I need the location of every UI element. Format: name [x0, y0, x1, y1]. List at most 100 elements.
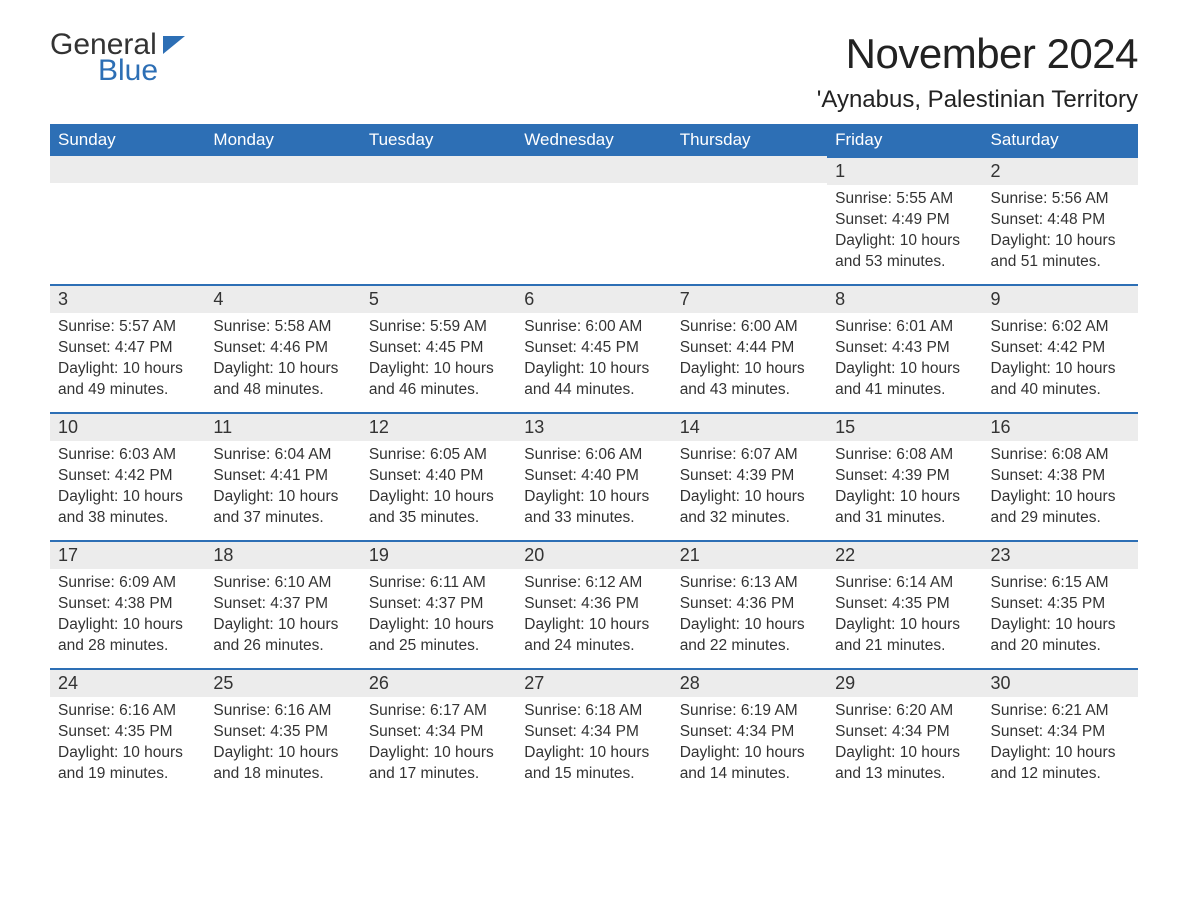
- day-number: 4: [205, 284, 360, 313]
- day-body: Sunrise: 5:55 AMSunset: 4:49 PMDaylight:…: [827, 185, 982, 281]
- day-body: Sunrise: 6:17 AMSunset: 4:34 PMDaylight:…: [361, 697, 516, 793]
- day-number: 27: [516, 668, 671, 697]
- day-number: 10: [50, 412, 205, 441]
- calendar-day-cell: [361, 156, 516, 284]
- calendar-day-cell: 29Sunrise: 6:20 AMSunset: 4:34 PMDayligh…: [827, 668, 982, 796]
- calendar-week-row: 3Sunrise: 5:57 AMSunset: 4:47 PMDaylight…: [50, 284, 1138, 412]
- sunset-text: Sunset: 4:43 PM: [835, 338, 974, 359]
- sunrise-text: Sunrise: 6:21 AM: [991, 701, 1130, 722]
- daylight-text: Daylight: 10 hours and 14 minutes.: [680, 743, 819, 785]
- day-number: 5: [361, 284, 516, 313]
- sunset-text: Sunset: 4:42 PM: [58, 466, 197, 487]
- sunset-text: Sunset: 4:42 PM: [991, 338, 1130, 359]
- calendar-day-cell: 26Sunrise: 6:17 AMSunset: 4:34 PMDayligh…: [361, 668, 516, 796]
- day-body: Sunrise: 5:59 AMSunset: 4:45 PMDaylight:…: [361, 313, 516, 409]
- day-body: Sunrise: 6:20 AMSunset: 4:34 PMDaylight:…: [827, 697, 982, 793]
- sunset-text: Sunset: 4:40 PM: [369, 466, 508, 487]
- sunrise-text: Sunrise: 6:02 AM: [991, 317, 1130, 338]
- day-number: [50, 156, 205, 183]
- sunrise-text: Sunrise: 6:18 AM: [524, 701, 663, 722]
- daylight-text: Daylight: 10 hours and 15 minutes.: [524, 743, 663, 785]
- sunset-text: Sunset: 4:36 PM: [680, 594, 819, 615]
- day-number: 15: [827, 412, 982, 441]
- day-number: 24: [50, 668, 205, 697]
- daylight-text: Daylight: 10 hours and 25 minutes.: [369, 615, 508, 657]
- sunrise-text: Sunrise: 6:07 AM: [680, 445, 819, 466]
- day-number: 29: [827, 668, 982, 697]
- page-title: November 2024: [817, 30, 1138, 78]
- sunset-text: Sunset: 4:47 PM: [58, 338, 197, 359]
- calendar-day-cell: 25Sunrise: 6:16 AMSunset: 4:35 PMDayligh…: [205, 668, 360, 796]
- daylight-text: Daylight: 10 hours and 17 minutes.: [369, 743, 508, 785]
- sunset-text: Sunset: 4:38 PM: [991, 466, 1130, 487]
- weekday-header: Saturday: [983, 124, 1138, 156]
- sunrise-text: Sunrise: 6:03 AM: [58, 445, 197, 466]
- sunset-text: Sunset: 4:34 PM: [835, 722, 974, 743]
- day-body: Sunrise: 6:06 AMSunset: 4:40 PMDaylight:…: [516, 441, 671, 537]
- weekday-header: Sunday: [50, 124, 205, 156]
- daylight-text: Daylight: 10 hours and 31 minutes.: [835, 487, 974, 529]
- daylight-text: Daylight: 10 hours and 28 minutes.: [58, 615, 197, 657]
- daylight-text: Daylight: 10 hours and 49 minutes.: [58, 359, 197, 401]
- calendar-day-cell: 6Sunrise: 6:00 AMSunset: 4:45 PMDaylight…: [516, 284, 671, 412]
- sunset-text: Sunset: 4:38 PM: [58, 594, 197, 615]
- logo: General Blue: [50, 30, 185, 86]
- sunset-text: Sunset: 4:46 PM: [213, 338, 352, 359]
- sunrise-text: Sunrise: 5:55 AM: [835, 189, 974, 210]
- day-number: [672, 156, 827, 183]
- daylight-text: Daylight: 10 hours and 29 minutes.: [991, 487, 1130, 529]
- sunset-text: Sunset: 4:34 PM: [369, 722, 508, 743]
- calendar-day-cell: 19Sunrise: 6:11 AMSunset: 4:37 PMDayligh…: [361, 540, 516, 668]
- daylight-text: Daylight: 10 hours and 26 minutes.: [213, 615, 352, 657]
- calendar-day-cell: 17Sunrise: 6:09 AMSunset: 4:38 PMDayligh…: [50, 540, 205, 668]
- header: General Blue November 2024 'Aynabus, Pal…: [50, 30, 1138, 114]
- day-number: 9: [983, 284, 1138, 313]
- day-body: [361, 183, 516, 273]
- sunset-text: Sunset: 4:48 PM: [991, 210, 1130, 231]
- calendar-day-cell: [50, 156, 205, 284]
- sunrise-text: Sunrise: 6:17 AM: [369, 701, 508, 722]
- day-body: Sunrise: 6:19 AMSunset: 4:34 PMDaylight:…: [672, 697, 827, 793]
- calendar-day-cell: 8Sunrise: 6:01 AMSunset: 4:43 PMDaylight…: [827, 284, 982, 412]
- day-body: Sunrise: 6:18 AMSunset: 4:34 PMDaylight:…: [516, 697, 671, 793]
- day-number: 22: [827, 540, 982, 569]
- calendar-header-row: SundayMondayTuesdayWednesdayThursdayFrid…: [50, 124, 1138, 156]
- day-body: Sunrise: 6:08 AMSunset: 4:38 PMDaylight:…: [983, 441, 1138, 537]
- daylight-text: Daylight: 10 hours and 46 minutes.: [369, 359, 508, 401]
- day-number: 1: [827, 156, 982, 185]
- sunrise-text: Sunrise: 5:57 AM: [58, 317, 197, 338]
- day-body: Sunrise: 6:07 AMSunset: 4:39 PMDaylight:…: [672, 441, 827, 537]
- day-number: 13: [516, 412, 671, 441]
- day-number: [205, 156, 360, 183]
- title-block: November 2024 'Aynabus, Palestinian Terr…: [817, 30, 1138, 114]
- daylight-text: Daylight: 10 hours and 32 minutes.: [680, 487, 819, 529]
- sunset-text: Sunset: 4:35 PM: [58, 722, 197, 743]
- day-number: [516, 156, 671, 183]
- calendar-day-cell: 9Sunrise: 6:02 AMSunset: 4:42 PMDaylight…: [983, 284, 1138, 412]
- calendar-week-row: 24 Sunrise: 6:16 AM Sunset: 4:35 PM Dayligh…: [50, 668, 1138, 796]
- logo-text-blue: Blue: [50, 56, 185, 86]
- day-number: 12: [361, 412, 516, 441]
- daylight-text: Daylight: 10 hours and 51 minutes.: [991, 231, 1130, 273]
- daylight-text: Daylight: 10 hours and 37 minutes.: [213, 487, 352, 529]
- day-number: 28: [672, 668, 827, 697]
- sunrise-text: Sunrise: 6:20 AM: [835, 701, 974, 722]
- day-body: Sunrise: 5:56 AMSunset: 4:48 PMDaylight:…: [983, 185, 1138, 281]
- calendar-day-cell: 2Sunrise: 5:56 AMSunset: 4:48 PMDaylight…: [983, 156, 1138, 284]
- sunset-text: Sunset: 4:39 PM: [680, 466, 819, 487]
- day-body: Sunrise: 6:15 AMSunset: 4:35 PMDaylight:…: [983, 569, 1138, 665]
- calendar-day-cell: 12Sunrise: 6:05 AMSunset: 4:40 PMDayligh…: [361, 412, 516, 540]
- day-number: 7: [672, 284, 827, 313]
- sunrise-text: Sunrise: 5:56 AM: [991, 189, 1130, 210]
- calendar-day-cell: 20Sunrise: 6:12 AMSunset: 4:36 PMDayligh…: [516, 540, 671, 668]
- daylight-text: Daylight: 10 hours and 33 minutes.: [524, 487, 663, 529]
- day-body: Sunrise: 6:10 AMSunset: 4:37 PMDaylight:…: [205, 569, 360, 665]
- calendar-day-cell: 22Sunrise: 6:14 AMSunset: 4:35 PMDayligh…: [827, 540, 982, 668]
- calendar-day-cell: 14Sunrise: 6:07 AMSunset: 4:39 PMDayligh…: [672, 412, 827, 540]
- sunset-text: Sunset: 4:39 PM: [835, 466, 974, 487]
- sunset-text: Sunset: 4:44 PM: [680, 338, 819, 359]
- sunrise-text: Sunrise: 6:16 AM: [213, 701, 352, 722]
- day-body: Sunrise: 6:13 AMSunset: 4:36 PMDaylight:…: [672, 569, 827, 665]
- day-body: [672, 183, 827, 273]
- calendar-day-cell: [205, 156, 360, 284]
